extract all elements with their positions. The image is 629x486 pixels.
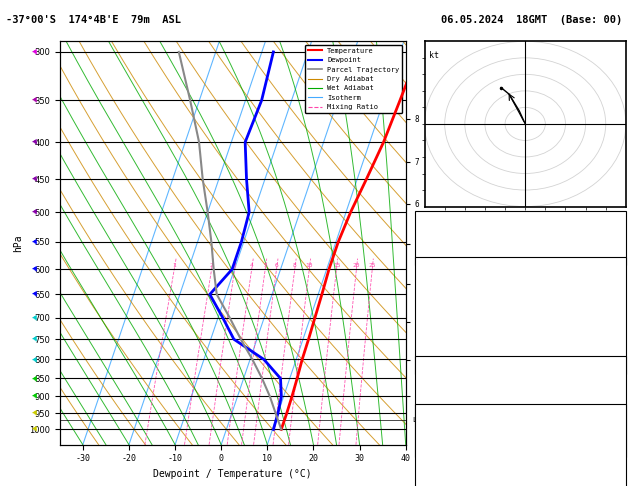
Text: Lifted Index: Lifted Index bbox=[418, 410, 478, 419]
Text: ▶: ▶ bbox=[31, 265, 38, 273]
Text: ▶: ▶ bbox=[31, 375, 38, 382]
Text: 5: 5 bbox=[618, 410, 623, 419]
Legend: Temperature, Dewpoint, Parcel Trajectory, Dry Adiabat, Wet Adiabat, Isotherm, Mi: Temperature, Dewpoint, Parcel Trajectory… bbox=[305, 45, 402, 113]
Text: PW (cm): PW (cm) bbox=[418, 250, 454, 259]
Text: ▶: ▶ bbox=[31, 356, 38, 363]
Text: θₑ(K): θₑ(K) bbox=[418, 311, 443, 320]
Text: 10: 10 bbox=[306, 263, 313, 268]
Text: ▶: ▶ bbox=[31, 335, 38, 343]
Text: 0: 0 bbox=[618, 426, 623, 435]
Text: 6: 6 bbox=[275, 263, 279, 268]
Text: Totals Totals: Totals Totals bbox=[418, 233, 483, 243]
Text: Dewp (°C): Dewp (°C) bbox=[418, 294, 464, 303]
Text: ▶: ▶ bbox=[31, 238, 38, 246]
Text: 06.05.2024  18GMT  (Base: 00): 06.05.2024 18GMT (Base: 00) bbox=[442, 15, 623, 25]
Text: 11: 11 bbox=[613, 474, 623, 484]
Text: CIN (J): CIN (J) bbox=[418, 443, 454, 452]
Text: Pressure (mb): Pressure (mb) bbox=[418, 377, 483, 386]
Text: -37°00'S  174°4B'E  79m  ASL: -37°00'S 174°4B'E 79m ASL bbox=[6, 15, 181, 25]
Text: 7: 7 bbox=[618, 327, 623, 336]
Text: CAPE (J): CAPE (J) bbox=[418, 344, 459, 353]
Text: StmSpd (kt): StmSpd (kt) bbox=[418, 474, 473, 484]
Text: ▶: ▶ bbox=[31, 410, 38, 417]
Y-axis label: km
ASL: km ASL bbox=[428, 243, 443, 262]
Text: 950: 950 bbox=[608, 377, 623, 386]
Text: 25: 25 bbox=[369, 263, 376, 268]
Text: StmDir: StmDir bbox=[418, 458, 448, 467]
Text: 0: 0 bbox=[618, 443, 623, 452]
Text: 0: 0 bbox=[618, 360, 623, 369]
Text: kt: kt bbox=[428, 51, 438, 60]
Text: 4: 4 bbox=[250, 263, 253, 268]
Text: 3: 3 bbox=[233, 263, 237, 268]
Text: Surface: Surface bbox=[503, 261, 538, 270]
Text: 11.9: 11.9 bbox=[603, 278, 623, 287]
Text: 2: 2 bbox=[210, 263, 214, 268]
Text: 309: 309 bbox=[608, 393, 623, 402]
Text: 305: 305 bbox=[608, 311, 623, 320]
Text: ▶: ▶ bbox=[31, 139, 38, 146]
Text: ▶: ▶ bbox=[31, 291, 38, 298]
Y-axis label: hPa: hPa bbox=[13, 234, 23, 252]
Text: © weatheronline.co.uk: © weatheronline.co.uk bbox=[526, 474, 623, 484]
Text: Most Unstable: Most Unstable bbox=[488, 360, 553, 369]
Text: 43: 43 bbox=[613, 233, 623, 243]
Text: 5: 5 bbox=[264, 263, 267, 268]
Text: 20: 20 bbox=[353, 263, 360, 268]
Text: CIN (J): CIN (J) bbox=[418, 360, 454, 369]
Text: K: K bbox=[418, 217, 423, 226]
Text: SREH: SREH bbox=[418, 441, 438, 451]
Text: LCL: LCL bbox=[413, 417, 425, 423]
Text: θₑ (K): θₑ (K) bbox=[418, 393, 448, 402]
Text: 1: 1 bbox=[172, 263, 176, 268]
Text: 156°: 156° bbox=[603, 458, 623, 467]
Text: Temp (°C): Temp (°C) bbox=[418, 278, 464, 287]
X-axis label: Dewpoint / Temperature (°C): Dewpoint / Temperature (°C) bbox=[153, 469, 312, 479]
Text: ▶: ▶ bbox=[31, 208, 38, 216]
Text: ▶: ▶ bbox=[31, 393, 38, 400]
Text: EH: EH bbox=[418, 425, 428, 434]
Text: 15: 15 bbox=[333, 263, 340, 268]
Text: 0: 0 bbox=[618, 344, 623, 353]
Text: 8: 8 bbox=[293, 263, 297, 268]
Text: 0: 0 bbox=[618, 217, 623, 226]
Text: ▶: ▶ bbox=[31, 48, 38, 56]
Text: 8: 8 bbox=[618, 425, 623, 434]
Text: CAPE (J): CAPE (J) bbox=[418, 426, 459, 435]
Text: ▶: ▶ bbox=[31, 96, 38, 104]
Text: Hodograph: Hodograph bbox=[498, 408, 543, 417]
Text: ▶: ▶ bbox=[31, 175, 38, 183]
Text: 17: 17 bbox=[613, 441, 623, 451]
Text: 10.2: 10.2 bbox=[603, 294, 623, 303]
Text: ▶: ▶ bbox=[31, 314, 38, 321]
Text: ▶: ▶ bbox=[31, 426, 38, 433]
Text: 1.72: 1.72 bbox=[603, 250, 623, 259]
Text: Lifted Index: Lifted Index bbox=[418, 327, 478, 336]
